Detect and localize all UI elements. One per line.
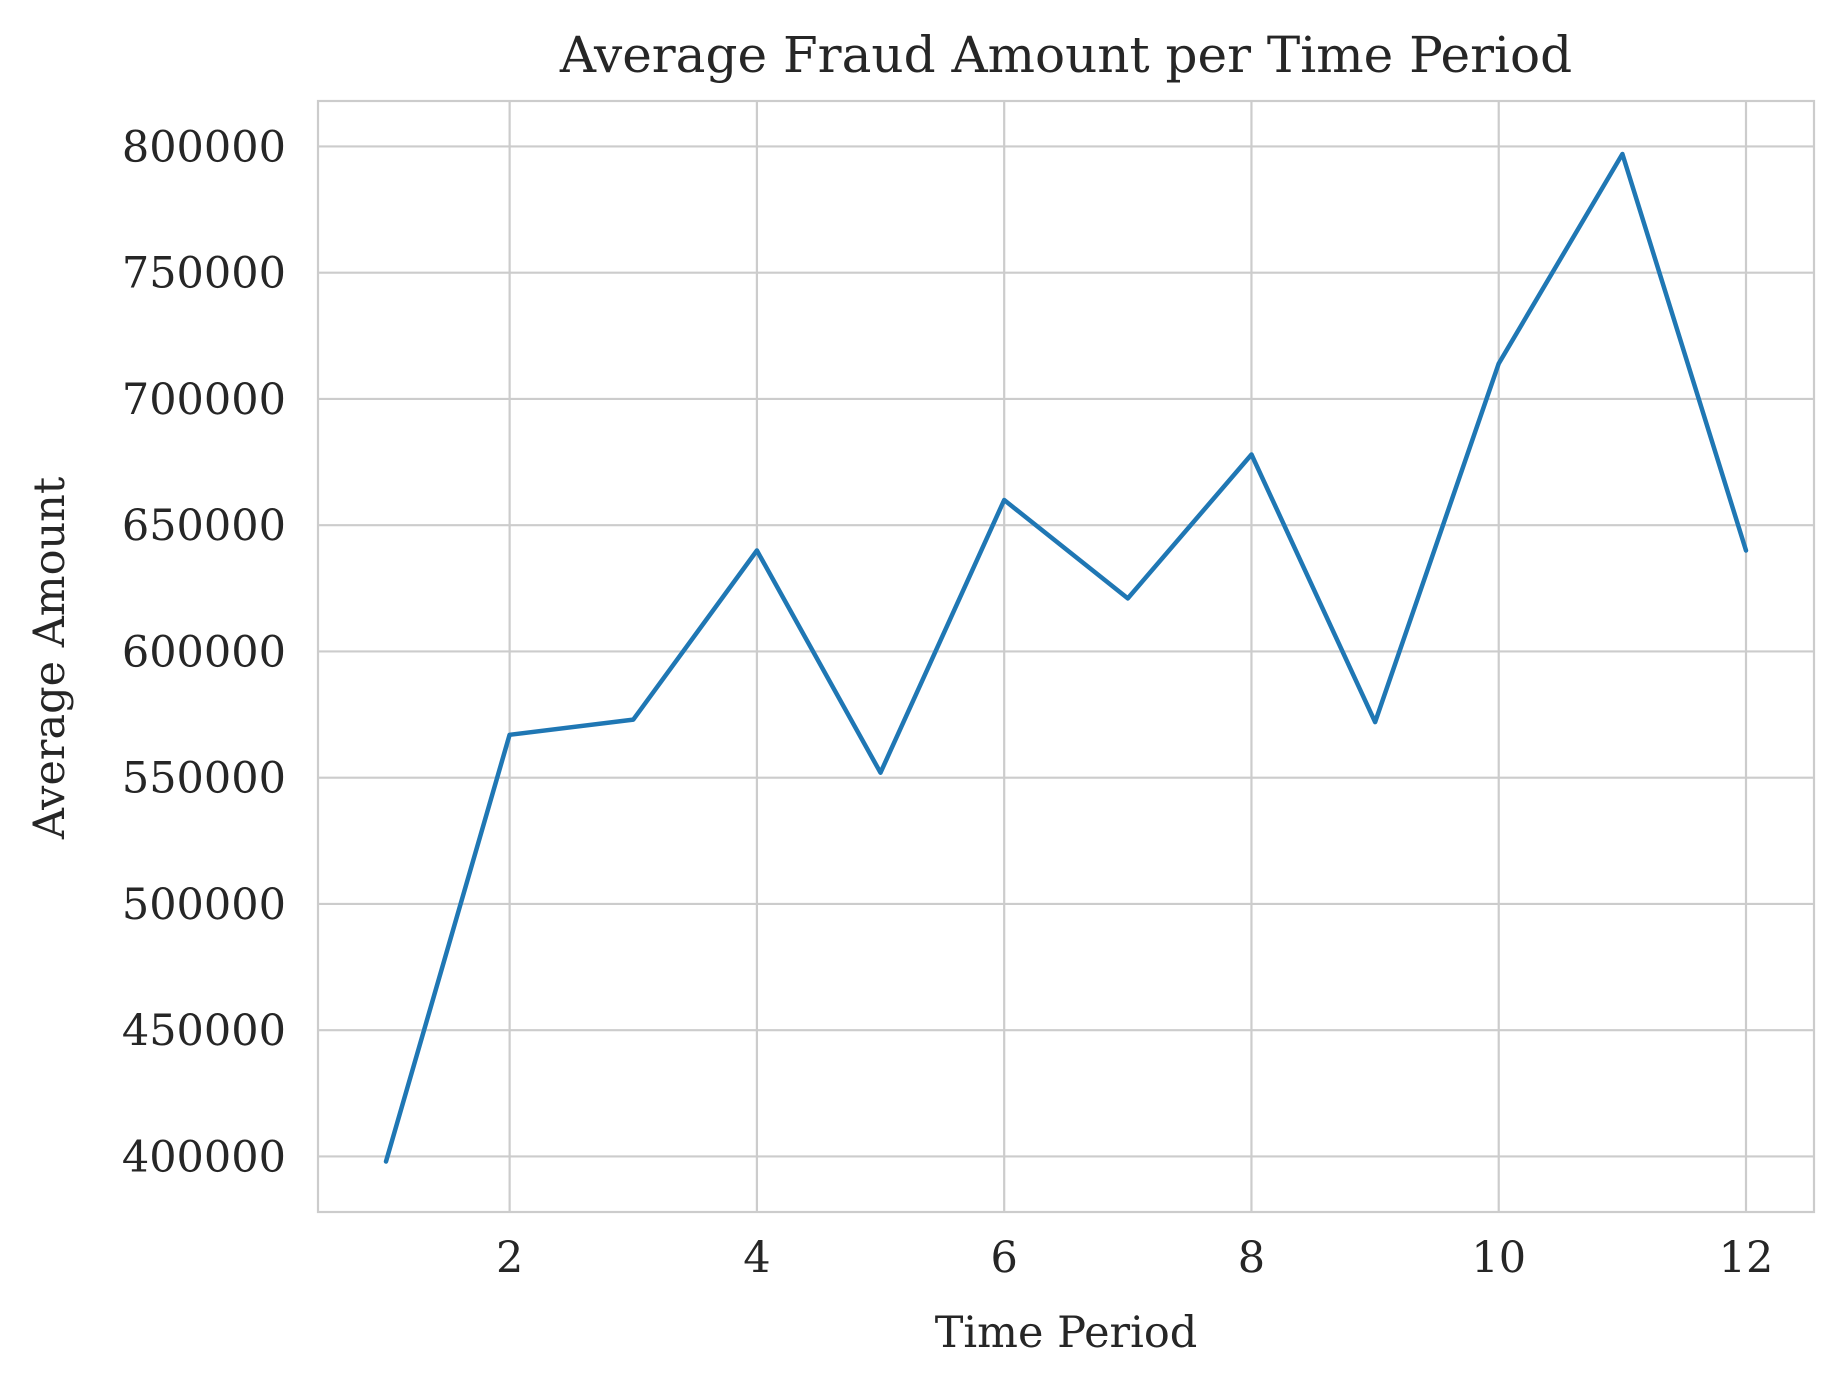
chart-title: Average Fraud Amount per Time Period — [559, 26, 1572, 84]
y-tick-label: 450000 — [122, 1006, 286, 1056]
grid-layer — [318, 101, 1814, 1212]
y-axis-label: Average Amount — [25, 477, 75, 840]
y-tick-label: 500000 — [122, 880, 286, 930]
x-axis-label: Time Period — [935, 1308, 1198, 1358]
x-tick-label: 12 — [1719, 1233, 1774, 1283]
tick-labels: 2 4 6 8 10 12 400000 450000 500000 550000 600000 65… — [122, 122, 1774, 1283]
x-tick-label: 2 — [496, 1233, 523, 1283]
y-tick-label: 800000 — [122, 122, 286, 172]
y-tick-label: 600000 — [122, 627, 286, 677]
y-tick-label: 750000 — [122, 249, 286, 299]
y-tick-label: 400000 — [122, 1132, 286, 1182]
x-tick-label: 4 — [743, 1233, 770, 1283]
plot-frame — [316, 99, 1816, 1214]
x-tick-label: 6 — [991, 1233, 1018, 1283]
x-tick-label: 10 — [1471, 1233, 1526, 1283]
series-line-0 — [383, 151, 1749, 1164]
y-tick-label: 650000 — [122, 501, 286, 551]
y-tick-label: 700000 — [122, 375, 286, 425]
series-layer — [383, 151, 1749, 1164]
x-tick-label: 8 — [1238, 1233, 1265, 1283]
y-tick-label: 550000 — [122, 754, 286, 804]
